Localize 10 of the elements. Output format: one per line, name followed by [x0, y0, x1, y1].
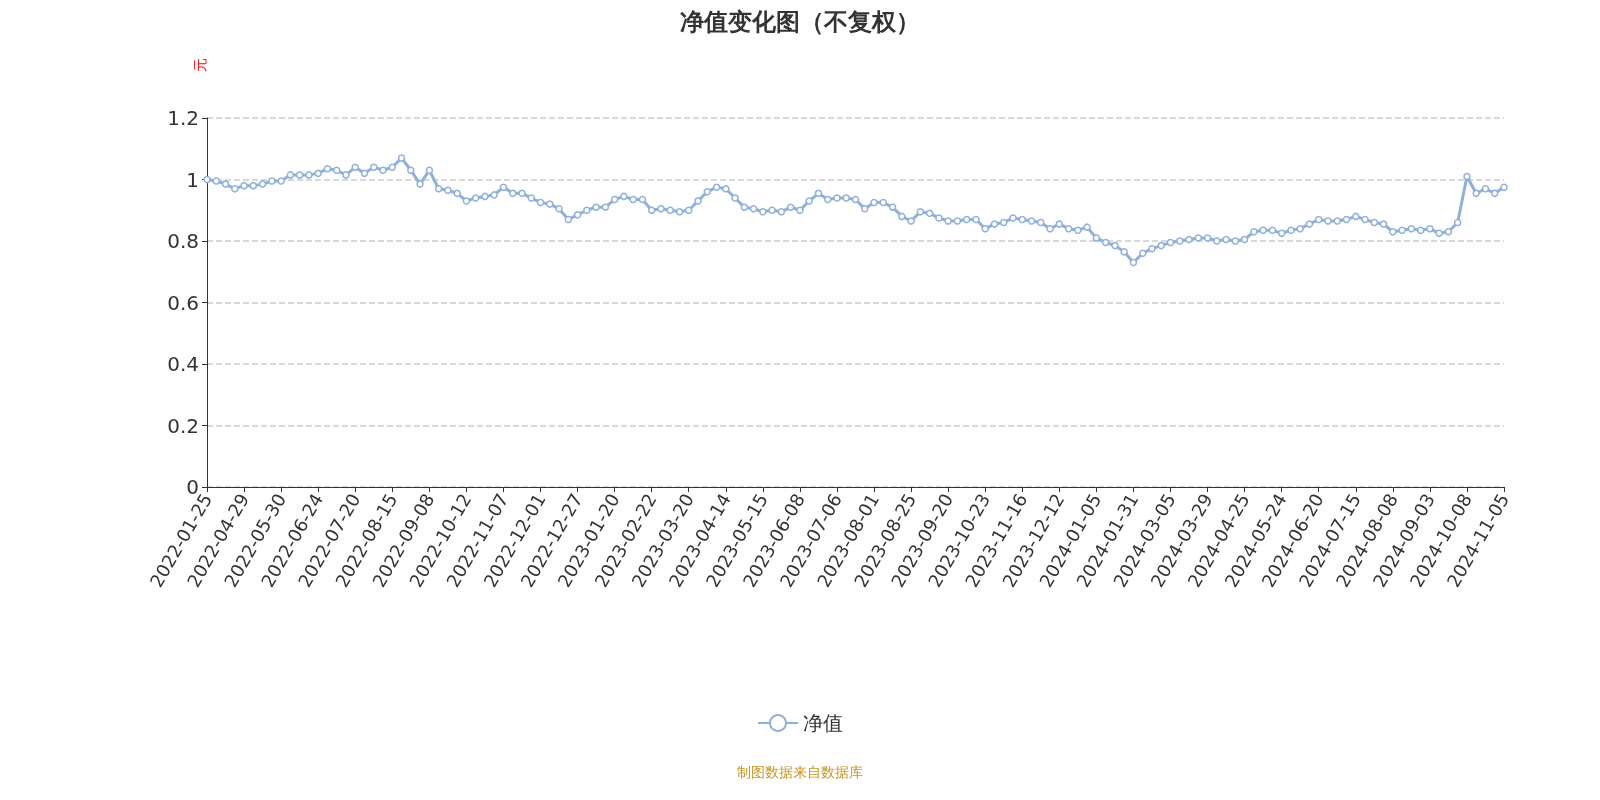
y-tick-label: 1.2 — [167, 106, 199, 130]
text: 制图数据来自数据库 — [737, 764, 863, 780]
y-axis-title: 元 — [192, 58, 208, 72]
y-tick-label: 0.4 — [167, 352, 199, 376]
y-tick-label: 0.2 — [167, 413, 199, 438]
y-tick-label: 0.6 — [167, 290, 199, 315]
y-tick-label: 0.8 — [167, 229, 199, 253]
y-tick-label: 1 — [186, 167, 199, 192]
chart-title: 净值变化图（不复权） — [680, 8, 920, 36]
legend-label: 净值 — [803, 711, 843, 735]
